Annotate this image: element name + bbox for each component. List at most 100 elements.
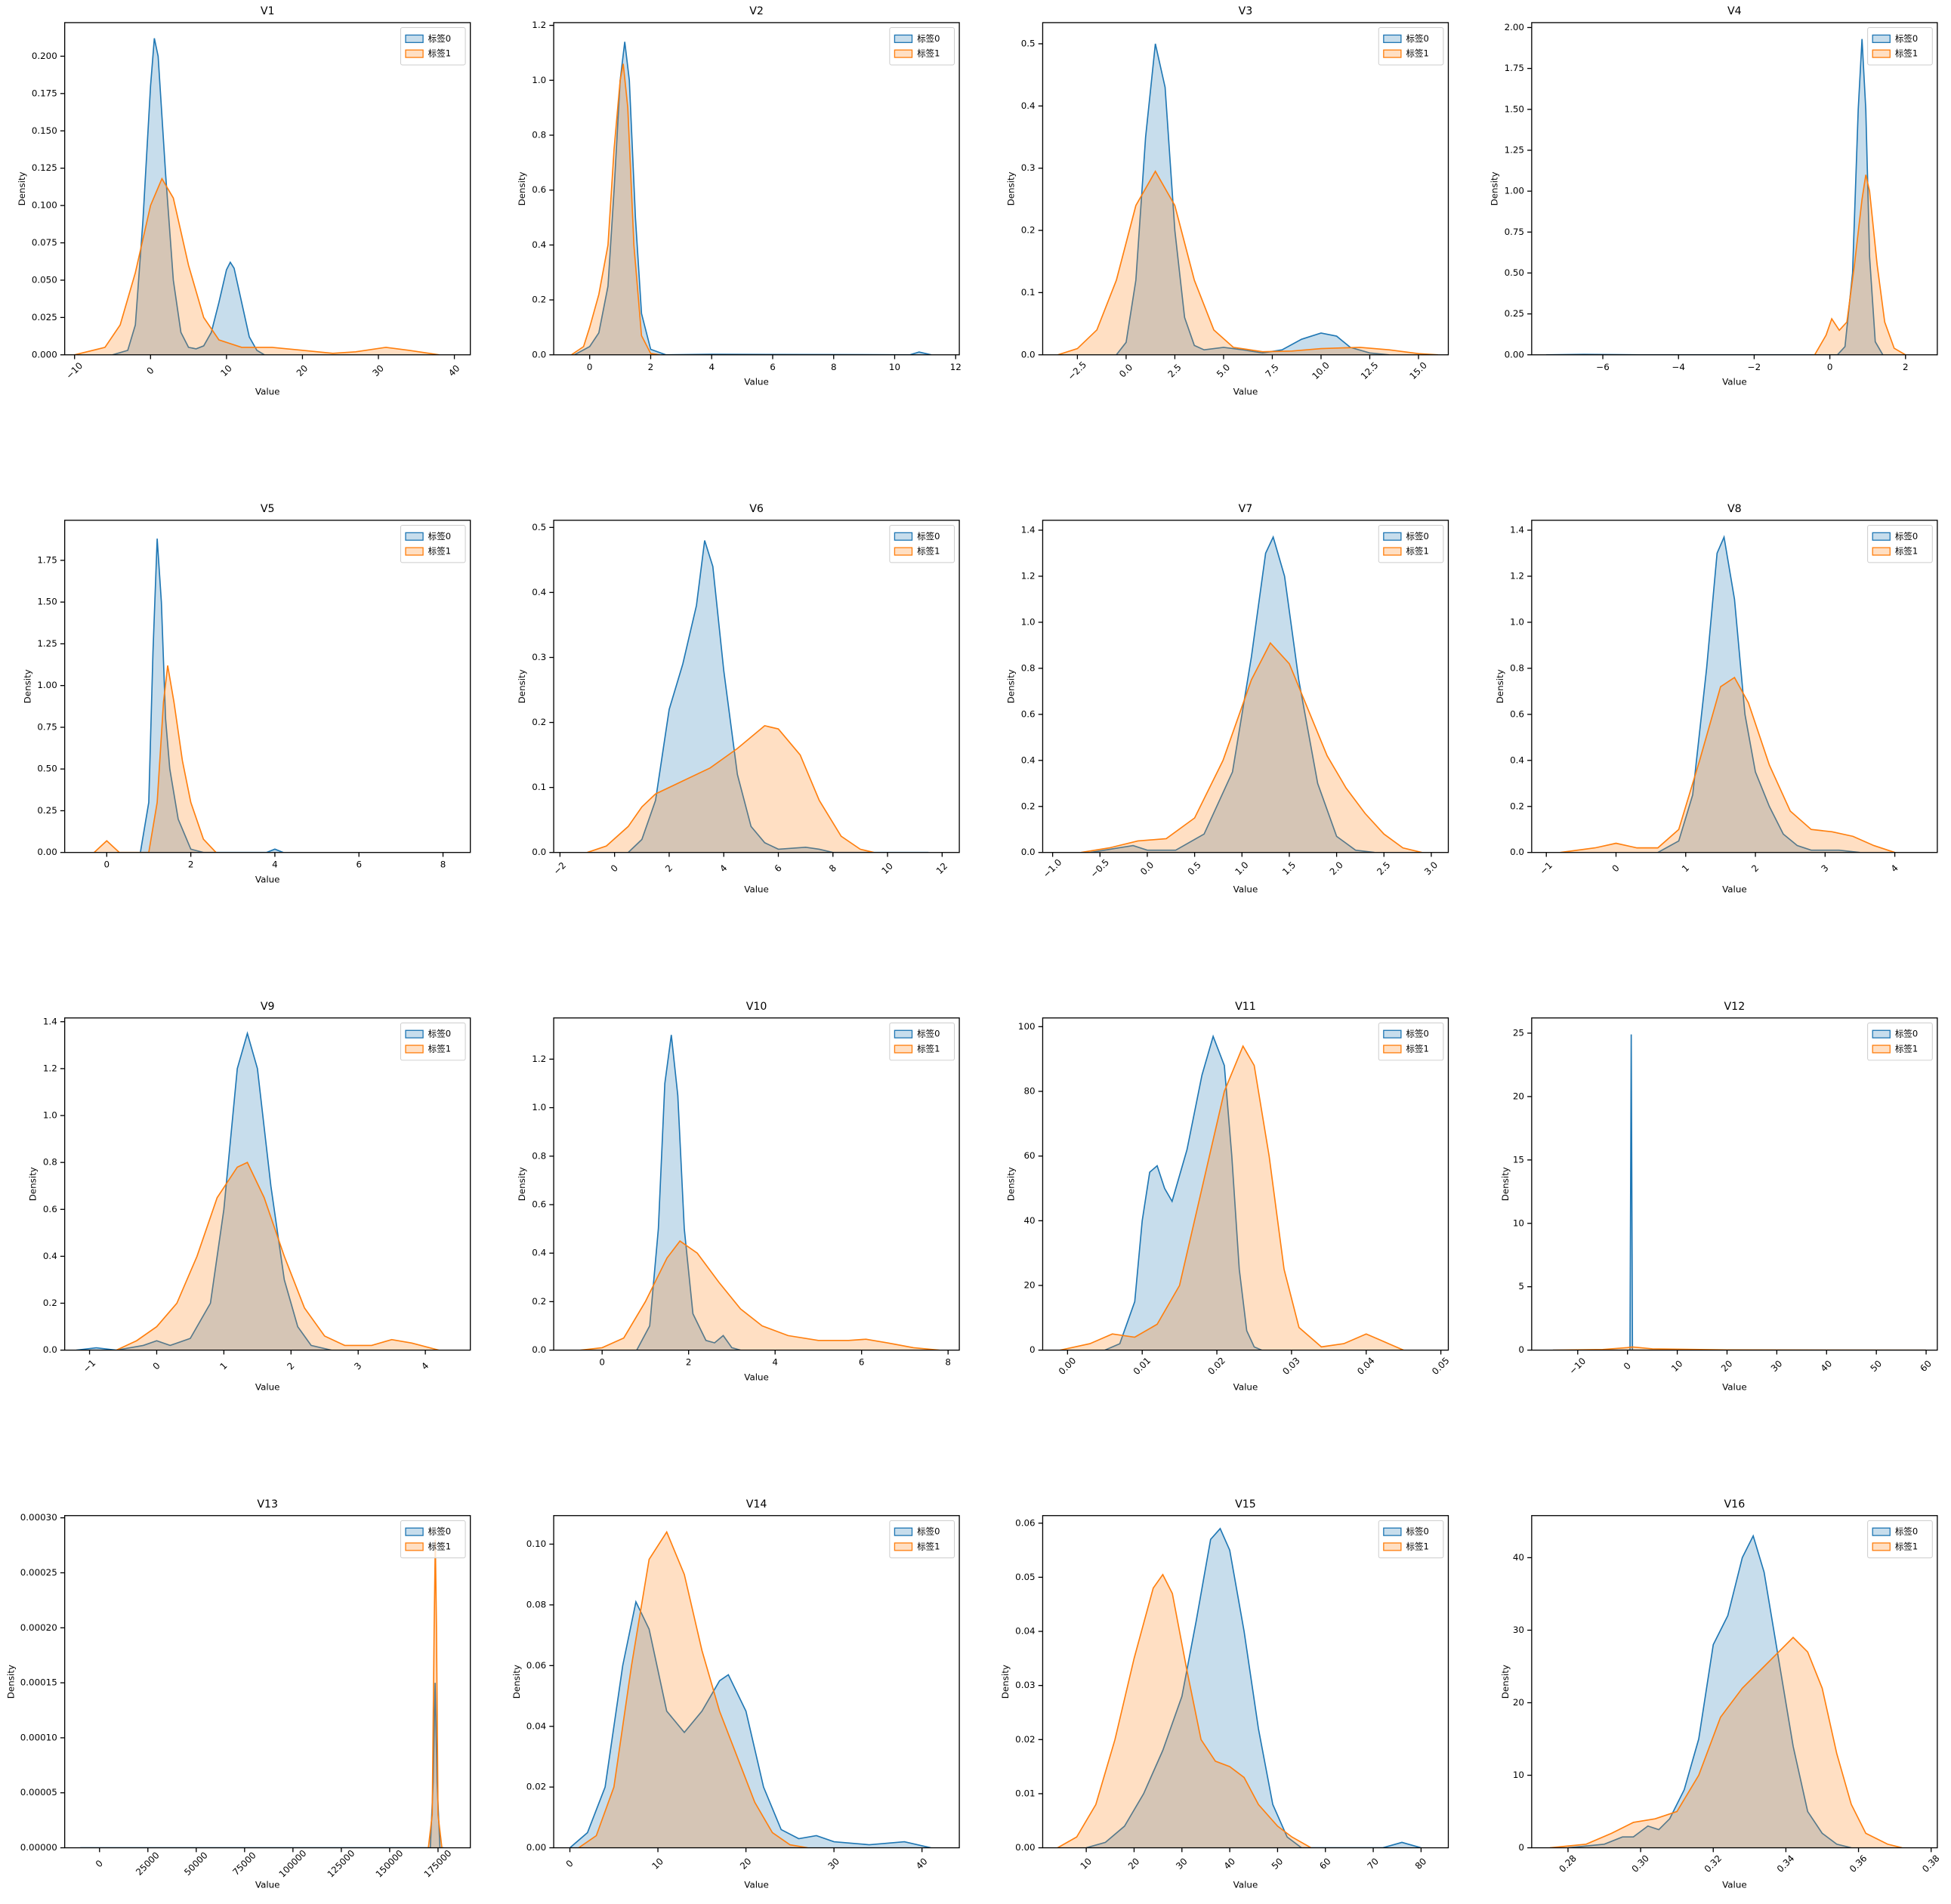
y-tick-label: 0.6 bbox=[1510, 708, 1524, 719]
legend-label: 标签0 bbox=[1406, 1029, 1428, 1039]
density-area bbox=[1549, 1637, 1903, 1848]
x-tick-label: −1 bbox=[1538, 860, 1554, 877]
legend-swatch bbox=[405, 532, 424, 541]
x-tick-label: 25000 bbox=[134, 1850, 162, 1878]
axes-frame bbox=[1042, 1515, 1449, 1849]
y-axis-label: Density bbox=[1005, 171, 1016, 205]
x-tick-label: 70 bbox=[1365, 1856, 1381, 1872]
legend-label: 标签1 bbox=[1406, 1043, 1428, 1054]
legend-swatch bbox=[405, 34, 424, 43]
y-tick-label: 1.75 bbox=[37, 554, 57, 565]
y-tick-label: 0.00 bbox=[1015, 1842, 1035, 1853]
plot-area bbox=[80, 1539, 444, 1848]
x-tick-label: 0 bbox=[1622, 1360, 1633, 1372]
legend-label: 标签1 bbox=[917, 546, 940, 557]
y-tick-label: 0.0 bbox=[43, 1344, 57, 1355]
y-axis-label: Density bbox=[1005, 669, 1016, 703]
x-tick-label: 10 bbox=[650, 1856, 665, 1872]
x-tick-label: −10 bbox=[1567, 1356, 1588, 1377]
x-tick-label: 0.02 bbox=[1205, 1355, 1227, 1377]
y-tick-label: 0.06 bbox=[526, 1660, 546, 1671]
legend-swatch bbox=[894, 532, 913, 541]
x-tick-label: −4 bbox=[1672, 362, 1684, 372]
y-tick-label: 0.00 bbox=[37, 847, 57, 857]
legend-label: 标签0 bbox=[1895, 1029, 1918, 1039]
x-axis-label: Value bbox=[1722, 1382, 1747, 1393]
density-area bbox=[1560, 677, 1895, 853]
y-axis-label: Density bbox=[1500, 1167, 1511, 1201]
axes-frame bbox=[553, 1515, 960, 1849]
x-tick-label: 100000 bbox=[277, 1848, 309, 1880]
legend-label: 标签0 bbox=[428, 1029, 451, 1039]
legend-swatch bbox=[1383, 532, 1402, 541]
y-tick-label: 0.0 bbox=[1021, 847, 1036, 857]
plot-area bbox=[74, 38, 440, 355]
y-tick-label: 0.4 bbox=[1510, 755, 1524, 765]
x-tick-label: 10 bbox=[1079, 1856, 1094, 1872]
y-tick-label: 0.50 bbox=[37, 764, 57, 774]
y-tick-label: 20 bbox=[1513, 1091, 1524, 1101]
x-tick-label: 3 bbox=[1819, 863, 1830, 874]
density-line bbox=[1657, 535, 1860, 853]
y-tick-label: 0.0 bbox=[532, 847, 546, 857]
legend-label: 标签1 bbox=[428, 1541, 451, 1551]
y-tick-label: 40 bbox=[1023, 1215, 1035, 1226]
subplot-title: V10 bbox=[746, 1001, 767, 1013]
x-tick-label: 40 bbox=[1819, 1358, 1835, 1374]
x-tick-label: 0.03 bbox=[1280, 1355, 1302, 1377]
y-tick-label: 0.2 bbox=[1021, 225, 1036, 236]
x-tick-label: 3 bbox=[352, 1360, 363, 1372]
x-tick-label: 1.5 bbox=[1280, 859, 1298, 877]
x-tick-label: 2.5 bbox=[1375, 859, 1392, 877]
legend-label: 标签1 bbox=[917, 48, 940, 59]
density-area bbox=[628, 540, 929, 853]
y-tick-label: 0.2 bbox=[532, 717, 546, 727]
y-tick-label: 0.050 bbox=[32, 274, 57, 285]
y-tick-label: 0.8 bbox=[1510, 662, 1524, 673]
y-tick-label: 80 bbox=[1023, 1086, 1035, 1097]
x-tick-label: 150000 bbox=[374, 1848, 406, 1880]
legend-box bbox=[400, 1520, 466, 1559]
y-tick-label: 0.75 bbox=[1505, 227, 1524, 237]
density-area bbox=[1081, 643, 1422, 853]
subplot-title: V9 bbox=[261, 1001, 275, 1013]
x-tick-label: 30 bbox=[370, 363, 386, 379]
y-tick-label: 0.6 bbox=[532, 1199, 546, 1210]
x-tick-label: 0 bbox=[564, 1858, 576, 1869]
y-tick-label: 0.00 bbox=[526, 1842, 546, 1853]
x-axis-label: Value bbox=[744, 884, 769, 895]
x-tick-label: 10 bbox=[218, 363, 234, 379]
y-tick-label: 0.025 bbox=[32, 312, 57, 322]
x-axis-label: Value bbox=[1722, 1879, 1747, 1890]
x-tick-label: 2 bbox=[285, 1360, 296, 1372]
x-tick-label: 10 bbox=[889, 362, 900, 372]
legend-swatch bbox=[894, 34, 913, 43]
x-axis-label: Value bbox=[255, 1382, 280, 1393]
y-tick-label: 100 bbox=[1018, 1021, 1036, 1032]
x-tick-label: 1.0 bbox=[1233, 859, 1250, 877]
x-tick-label: 15.0 bbox=[1407, 360, 1429, 382]
y-tick-label: 0.1 bbox=[1021, 287, 1036, 298]
axes-frame bbox=[64, 520, 471, 853]
axes-frame bbox=[1531, 1017, 1938, 1351]
y-tick-label: 0.8 bbox=[43, 1157, 57, 1168]
density-line bbox=[94, 665, 217, 853]
plot-area bbox=[569, 1530, 931, 1848]
density-area bbox=[1552, 1347, 1927, 1350]
x-axis-label: Value bbox=[255, 1879, 280, 1890]
legend-box bbox=[889, 1520, 955, 1559]
x-tick-label: 20 bbox=[295, 363, 310, 379]
density-line bbox=[628, 540, 929, 853]
x-axis-label: Value bbox=[744, 377, 769, 387]
y-tick-label: 0.05 bbox=[1015, 1572, 1035, 1582]
y-axis-label: Density bbox=[28, 1167, 39, 1201]
x-axis-label: Value bbox=[744, 1372, 769, 1382]
y-tick-label: 60 bbox=[1023, 1150, 1035, 1161]
y-tick-label: 15 bbox=[1513, 1154, 1524, 1165]
subplot: V14 0 10 20 30 40 0.00 0.02 0.04 0.06 0.08 0.10 Valu… bbox=[511, 1498, 960, 1890]
y-tick-label: 0.4 bbox=[532, 587, 546, 597]
legend-box bbox=[1378, 1520, 1444, 1559]
x-tick-label: 125000 bbox=[326, 1848, 357, 1880]
legend-label: 标签0 bbox=[1406, 33, 1428, 44]
density-area bbox=[570, 1601, 931, 1848]
